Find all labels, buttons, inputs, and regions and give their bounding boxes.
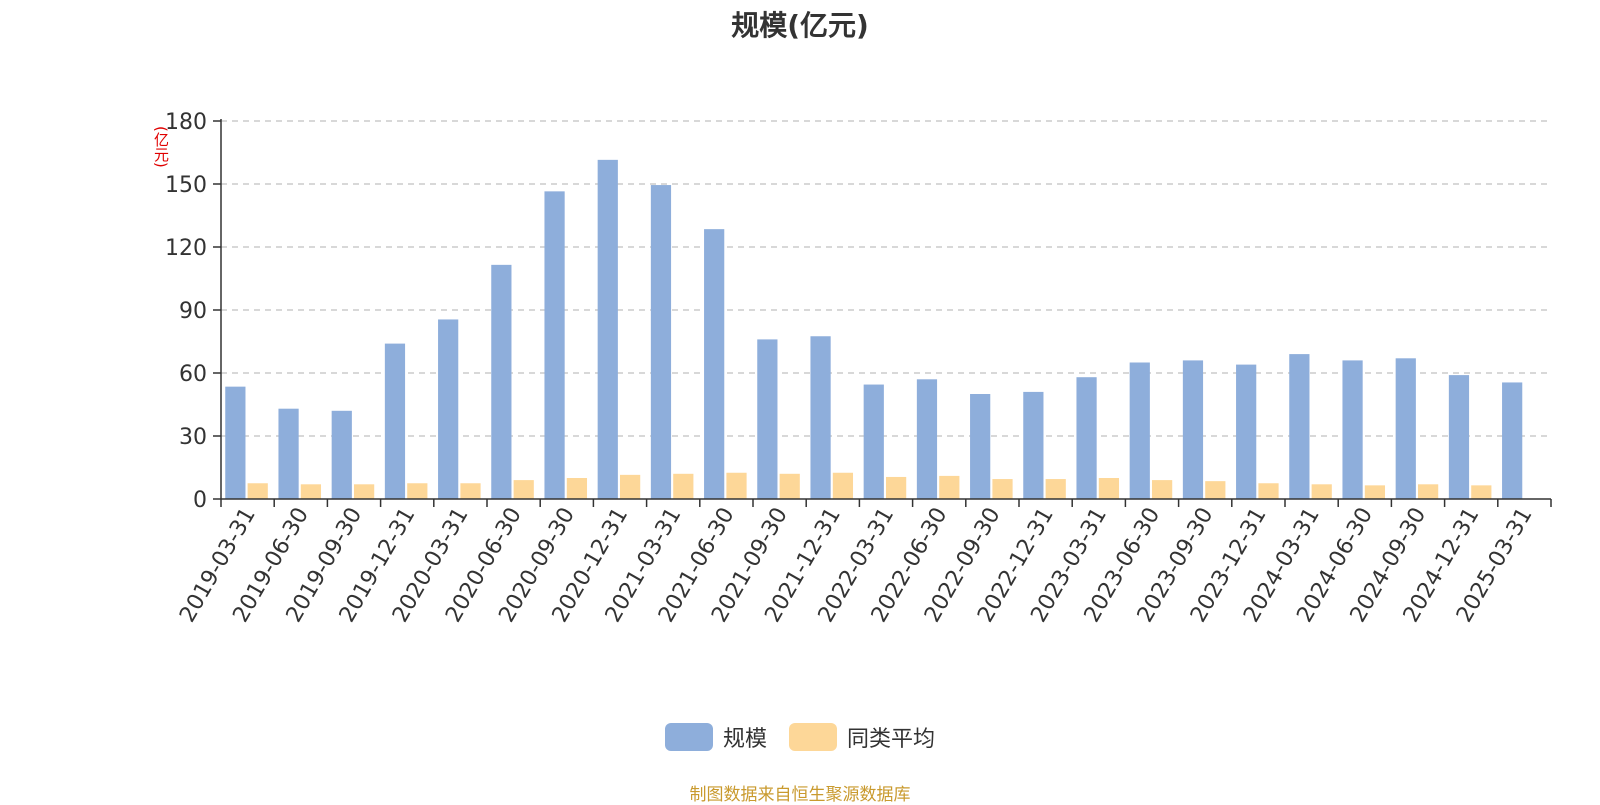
bar-scale [491,264,512,499]
bar-scale [1502,382,1523,499]
bar-category-average [992,479,1013,499]
bar-scale [916,379,938,499]
bars [225,159,1523,500]
y-axis-unit-label: (亿元) [152,126,170,168]
bar-category-average [939,475,960,499]
bar-scale [650,185,672,500]
bar-scale [384,343,406,499]
bar-scale [331,410,352,499]
bar-category-average [1418,484,1439,499]
bar-scale [970,394,991,499]
legend: 规模 同类平均 [0,721,1600,753]
legend-label-category-average: 同类平均 [847,727,936,752]
bar-category-average [1045,479,1066,499]
bar-category-average [1205,481,1226,499]
y-tick-label: 60 [179,362,207,387]
bar-scale [1289,354,1310,499]
bar-category-average [673,473,694,499]
legend-item-scale[interactable]: 规模 [664,721,767,753]
bar-category-average [300,484,322,499]
bar-scale [597,159,618,499]
y-tick-label: 120 [165,236,207,261]
bar-category-average [513,480,534,499]
bar-scale [863,384,884,499]
bar-category-average [886,476,907,499]
bar-category-average [247,483,268,499]
bar-scale [1182,360,1204,499]
bar-scale [1023,391,1044,499]
axes [213,119,1552,507]
legend-swatch-category-average [789,723,837,751]
bar-scale [544,191,565,499]
bar-scale [1342,360,1363,499]
bar-category-average [1311,484,1332,499]
bar-scale [1076,377,1097,499]
bar-category-average [460,483,481,499]
data-source-note: 制图数据来自恒生聚源数据库 [689,785,911,805]
bar-category-average [620,474,641,499]
bar-category-average [566,478,588,499]
bar-scale [278,408,299,499]
bar-scale [1448,375,1470,499]
y-tick-label: 90 [179,299,207,324]
bar-category-average [1364,485,1386,499]
y-tick-label: 150 [165,173,207,198]
legend-item-category-average[interactable]: 同类平均 [789,721,935,753]
bar-scale [225,386,246,499]
bar-scale [1129,362,1150,499]
bar-category-average [1258,483,1279,499]
bar-scale [757,339,778,499]
legend-label-scale: 规模 [722,727,767,752]
bar-scale [810,336,831,499]
chart-title: 规模(亿元) [731,9,869,42]
bar-category-average [726,472,747,499]
bar-category-average [1471,485,1492,499]
bar-category-average [407,483,428,499]
y-tick-label: 30 [179,425,207,450]
bar-category-average [354,484,375,499]
bar-scale [1236,364,1257,499]
bar-category-average [779,473,800,499]
bar-category-average [1098,478,1120,499]
bar-scale [704,229,725,499]
tick-labels: 03060901201501802019-03-312019-06-302019… [165,110,1538,627]
bar-category-average [832,472,854,499]
legend-swatch-scale [664,723,713,751]
bar-category-average [1152,480,1173,499]
y-tick-label: 0 [193,488,207,513]
bar-scale [1395,358,1416,499]
bar-scale [438,319,459,499]
y-tick-label: 180 [165,110,207,135]
